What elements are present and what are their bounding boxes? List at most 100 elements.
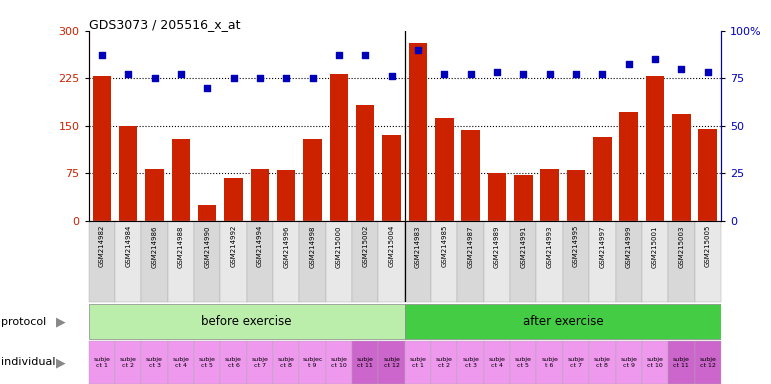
Bar [431,341,457,384]
Bar [119,126,137,221]
Text: subje
ct 10: subje ct 10 [647,357,664,368]
Bar [167,221,194,303]
Text: individual: individual [1,358,56,367]
Bar [461,130,480,221]
Point [438,71,450,77]
Bar [619,112,638,221]
Bar [537,221,563,303]
Bar [303,139,322,221]
Point [570,71,582,77]
Bar [356,105,375,221]
Bar [325,341,352,384]
Point [254,75,266,81]
Bar [431,221,457,303]
Bar [567,170,585,221]
Bar [89,221,115,303]
Text: GSM214988: GSM214988 [178,225,183,268]
Point [517,71,530,77]
Bar [405,221,431,303]
Bar [382,135,401,221]
Bar [695,341,721,384]
Text: subje
ct 8: subje ct 8 [594,357,611,368]
Bar [379,341,405,384]
Text: GSM214985: GSM214985 [441,225,447,267]
Bar [405,304,721,339]
Bar [699,129,717,221]
Bar [615,341,641,384]
Bar [409,43,427,221]
Text: GSM214990: GSM214990 [204,225,210,268]
Bar [352,221,379,303]
Bar [668,341,695,384]
Bar [145,169,163,221]
Bar [247,341,273,384]
Bar [194,341,221,384]
Text: GSM215002: GSM215002 [362,225,369,267]
Point [544,71,556,77]
Text: GSM214993: GSM214993 [547,225,553,268]
Text: GSM214999: GSM214999 [626,225,631,268]
Bar [172,139,190,221]
Text: GSM214986: GSM214986 [152,225,157,268]
Point [596,71,608,77]
Bar [221,341,247,384]
Text: subje
ct 2: subje ct 2 [120,357,136,368]
Text: GSM214989: GSM214989 [494,225,500,268]
Text: GSM214995: GSM214995 [573,225,579,267]
Bar [299,221,326,303]
Bar [247,221,273,303]
Text: ▶: ▶ [56,356,66,369]
Bar [484,341,510,384]
Bar [221,221,247,303]
Text: subje
ct 12: subje ct 12 [383,357,400,368]
Point [333,52,345,58]
Point [201,85,214,91]
Bar [589,221,615,303]
Text: GSM215003: GSM215003 [678,225,685,268]
Bar [273,341,299,384]
Bar [615,221,641,303]
Text: subje
ct 1: subje ct 1 [409,357,426,368]
Point [175,71,187,77]
Bar [273,221,299,303]
Bar [141,341,168,384]
Text: GSM214998: GSM214998 [310,225,315,268]
Text: subje
ct 7: subje ct 7 [567,357,584,368]
Bar [484,221,510,303]
Bar [668,221,695,303]
Bar [299,341,326,384]
Bar [641,341,668,384]
Bar [89,304,405,339]
Bar [641,221,668,303]
Bar [115,341,141,384]
Text: GSM215000: GSM215000 [336,225,342,268]
Point [148,75,160,81]
Point [649,56,662,62]
Bar [510,341,537,384]
Text: subje
ct 6: subje ct 6 [225,357,242,368]
Text: subje
ct 7: subje ct 7 [251,357,268,368]
Text: subje
ct 5: subje ct 5 [199,357,216,368]
Text: subje
ct 4: subje ct 4 [489,357,506,368]
Bar [352,341,379,384]
Bar [167,341,194,384]
Text: GSM214997: GSM214997 [599,225,605,268]
Text: GSM215001: GSM215001 [652,225,658,268]
Bar [646,76,665,221]
Bar [540,169,559,221]
Text: subje
ct 9: subje ct 9 [620,357,637,368]
Text: subje
ct 1: subje ct 1 [93,357,110,368]
Text: subje
ct 3: subje ct 3 [146,357,163,368]
Point [359,52,372,58]
Text: GSM214984: GSM214984 [125,225,131,267]
Point [675,66,688,72]
Bar [141,221,168,303]
Point [227,75,240,81]
Bar [89,341,115,384]
Point [702,69,714,75]
Bar [457,341,484,384]
Bar [589,341,615,384]
Text: GSM214992: GSM214992 [231,225,237,267]
Bar [563,341,589,384]
Text: subje
ct 3: subje ct 3 [462,357,479,368]
